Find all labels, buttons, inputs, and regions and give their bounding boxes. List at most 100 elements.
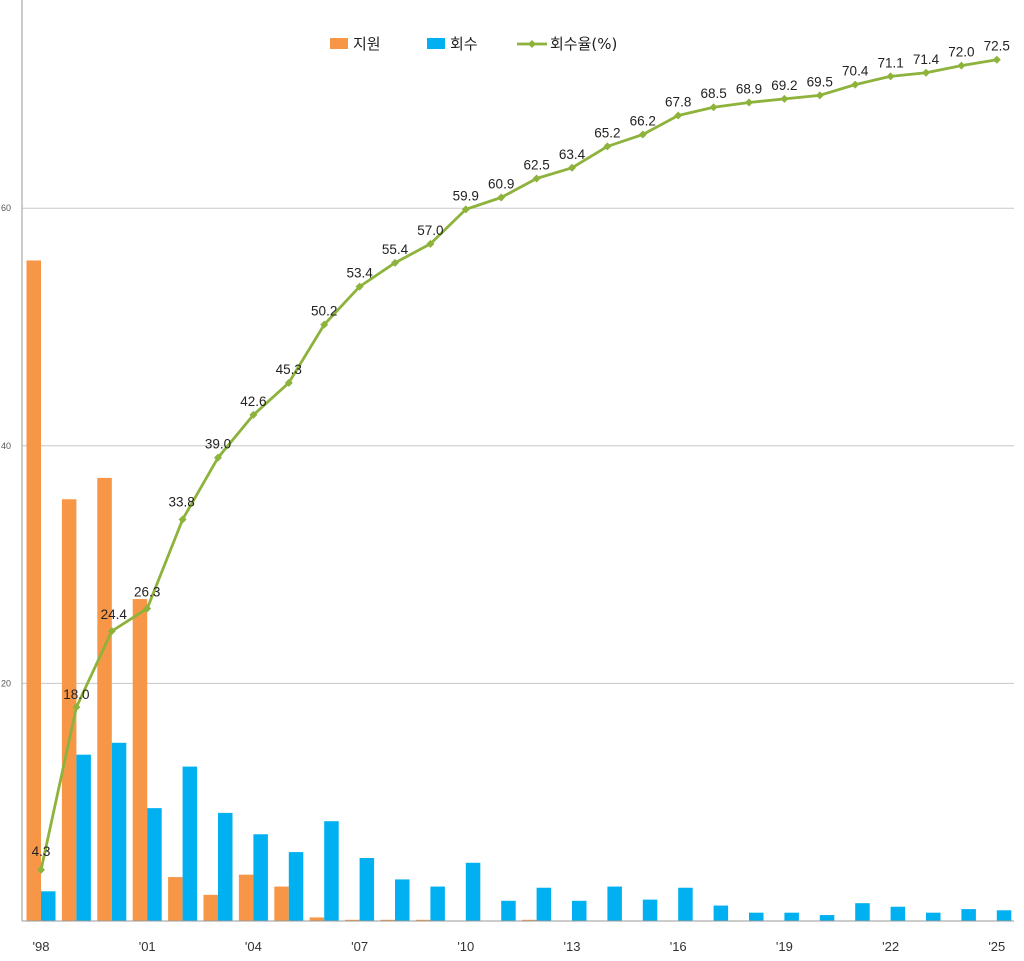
legend-label-rate: 회수율(%) [550,35,617,53]
bar-recovery-21 [784,912,799,921]
recovery-rate-point-22 [815,91,824,100]
recovery-rate-point-13 [497,193,506,202]
bar-support-0 [26,260,41,921]
recovery-rate-point-15 [568,163,576,172]
bar-recovery-1 [76,754,91,921]
x-tick-label-3: '01 [139,939,156,954]
data-label-11: 57.0 [417,223,443,238]
bar-recovery-16 [607,886,622,921]
legend-label-support: 지원 [353,35,381,53]
y-tick-label-20: 20 [1,678,11,688]
data-label-19: 68.5 [700,86,726,101]
recovery-rate-point-12 [461,205,470,214]
bar-recovery-18 [678,887,693,921]
data-label-7: 45.3 [276,362,302,377]
data-label-23: 70.4 [842,64,869,79]
data-label-16: 65.2 [594,125,620,140]
bar-support-10 [380,919,395,921]
data-label-6: 42.6 [240,394,266,409]
recovery-rate-point-7 [284,378,293,387]
recovery-rate-point-4 [178,515,187,524]
bar-support-4 [168,877,183,921]
bar-series [26,260,1012,921]
bar-recovery-14 [536,887,552,921]
recovery-rate-point-1 [72,703,81,712]
x-tick-label-24: '22 [882,939,899,954]
recovery-rate-line [39,58,998,871]
data-labels: 4.3 18.0 24.4 26.3 33.8 39.0 42.6 45.3 50.2 53.4 5… [32,39,1010,859]
data-label-8: 50.2 [311,304,337,319]
recovery-rate-point-16 [603,142,612,151]
data-label-25: 71.4 [913,52,940,67]
recovery-rate-point-8 [320,320,329,329]
y-tick-labels: 20 40 60 [1,203,11,688]
recovery-rate-point-21 [780,94,789,103]
legend: 지원 회수 회수율(%) [330,35,617,53]
bar-recovery-24 [890,906,906,921]
data-label-0: 4.3 [32,844,51,859]
recovery-rate-point-14 [532,174,541,183]
data-label-24: 71.1 [877,55,903,70]
recovery-rate-point-2 [107,627,116,636]
bar-recovery-15 [572,900,587,921]
bar-recovery-11 [430,886,445,921]
data-label-1: 18.0 [63,687,89,702]
recovery-rate-point-17 [638,130,647,139]
recovery-rate-point-3 [143,604,152,613]
recovery-rate-point-18 [674,111,683,120]
recovery-rate-point-24 [886,72,895,81]
recovery-rate-point-25 [922,68,930,77]
x-tick-label-6: '04 [245,939,262,954]
bar-recovery-13 [501,900,516,921]
x-tick-label-21: '19 [776,939,793,954]
bar-recovery-0 [41,891,56,921]
bar-support-3 [132,599,148,921]
gridlines [22,207,1014,684]
bar-support-1 [61,499,77,921]
recovery-rate-point-5 [214,453,222,462]
bar-recovery-3 [147,808,162,921]
bar-support-6 [238,874,254,921]
bar-recovery-20 [749,912,764,921]
data-label-22: 69.5 [807,74,833,89]
x-tick-label-27: '25 [988,939,1005,954]
recovery-rate-point-23 [851,80,860,89]
y-tick-label-40: 40 [1,441,11,451]
bar-recovery-17 [642,899,658,921]
y-tick-label-60: 60 [1,203,11,213]
data-label-20: 68.9 [736,81,762,96]
bar-recovery-27 [996,910,1012,921]
recovery-rate-point-6 [249,410,258,419]
data-label-15: 63.4 [559,147,586,162]
bar-support-9 [345,919,360,921]
x-tick-label-18: '16 [670,939,687,954]
bar-recovery-2 [111,742,127,921]
data-label-4: 33.8 [168,494,194,509]
bar-recovery-9 [359,858,375,921]
bar-recovery-5 [218,812,233,921]
bar-support-14 [522,919,537,921]
bar-recovery-25 [926,912,941,921]
recovery-rate-point-26 [957,61,966,70]
recovery-rate-point-11 [426,239,435,248]
recovery-rate-point-27 [992,55,1001,64]
bar-support-7 [274,886,289,921]
axes [21,0,1014,922]
x-tick-label-12: '10 [457,939,474,954]
bar-support-11 [415,919,431,921]
bar-recovery-23 [855,903,870,921]
data-label-5: 39.0 [205,437,231,452]
recovery-rate-point-0 [37,865,45,874]
data-label-17: 66.2 [630,114,656,129]
line-series [37,55,1001,874]
recovery-rate-point-20 [745,98,753,107]
x-tick-label-15: '13 [564,939,581,954]
x-tick-label-0: '98 [33,939,50,954]
bar-support-8 [309,917,325,921]
data-label-18: 67.8 [665,95,691,110]
data-label-14: 62.5 [523,158,549,173]
bar-recovery-6 [253,834,268,921]
bar-support-2 [97,477,112,921]
bar-recovery-4 [182,766,198,921]
